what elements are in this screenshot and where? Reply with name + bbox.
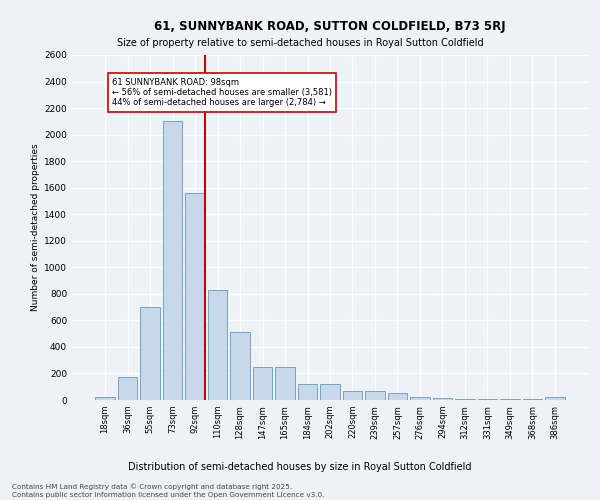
Bar — [163, 122, 182, 400]
Title: 61, SUNNYBANK ROAD, SUTTON COLDFIELD, B73 5RJ: 61, SUNNYBANK ROAD, SUTTON COLDFIELD, B7… — [154, 20, 506, 33]
Bar — [388, 392, 407, 400]
Bar — [433, 398, 452, 400]
Bar — [230, 332, 250, 400]
Bar — [208, 290, 227, 400]
Bar — [95, 398, 115, 400]
Y-axis label: Number of semi-detached properties: Number of semi-detached properties — [31, 144, 40, 312]
Bar — [275, 367, 295, 400]
Text: 61 SUNNYBANK ROAD: 98sqm
← 56% of semi-detached houses are smaller (3,581)
44% o: 61 SUNNYBANK ROAD: 98sqm ← 56% of semi-d… — [112, 78, 332, 108]
Bar — [343, 390, 362, 400]
Text: Size of property relative to semi-detached houses in Royal Sutton Coldfield: Size of property relative to semi-detach… — [116, 38, 484, 48]
Bar — [320, 384, 340, 400]
Bar — [185, 193, 205, 400]
Text: Contains HM Land Registry data © Crown copyright and database right 2025.
Contai: Contains HM Land Registry data © Crown c… — [12, 484, 325, 498]
Bar — [545, 398, 565, 400]
Bar — [118, 377, 137, 400]
Bar — [410, 398, 430, 400]
Bar — [140, 307, 160, 400]
Text: Distribution of semi-detached houses by size in Royal Sutton Coldfield: Distribution of semi-detached houses by … — [128, 462, 472, 472]
Bar — [365, 392, 385, 400]
Bar — [253, 367, 272, 400]
Bar — [298, 384, 317, 400]
